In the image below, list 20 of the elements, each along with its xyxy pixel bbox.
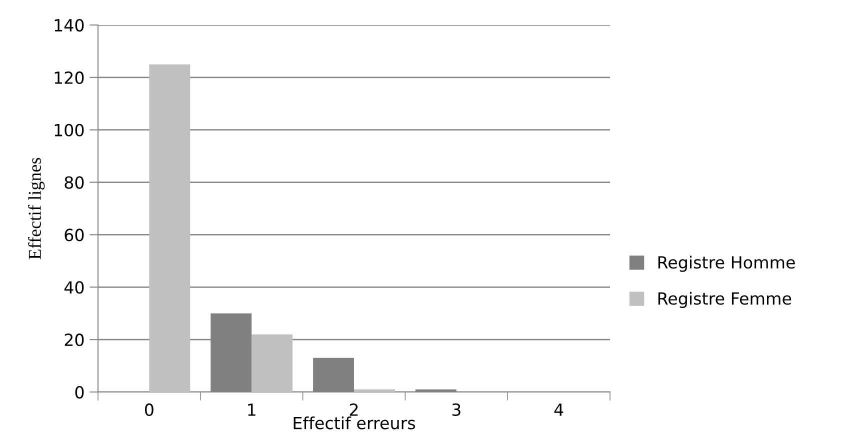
x-tick-label: 2	[350, 403, 358, 416]
x-axis-title: Effectif erreurs	[294, 416, 416, 430]
y-tick-label: 60	[64, 228, 84, 242]
y-tick-label: 120	[54, 71, 84, 84]
y-axis-title: Effectif lignes	[28, 158, 45, 260]
legend-label: Registre Femme	[658, 292, 792, 308]
x-tick-label: 4	[554, 404, 564, 416]
bar	[149, 64, 190, 392]
x-tick-label: 0	[144, 403, 154, 416]
bar	[252, 334, 293, 392]
legend-label: Registre Homme	[658, 256, 795, 272]
y-tick-label: 100	[54, 124, 84, 136]
y-tick-label: 80	[64, 176, 84, 189]
y-tick-label: 0	[75, 386, 84, 399]
x-tick-label: 1	[248, 404, 256, 416]
y-tick-label: 40	[64, 281, 84, 294]
bar	[354, 389, 395, 392]
y-tick-label: 20	[64, 334, 84, 346]
y-tick-label: 140	[54, 18, 84, 32]
x-tick-label: 3	[452, 403, 460, 416]
